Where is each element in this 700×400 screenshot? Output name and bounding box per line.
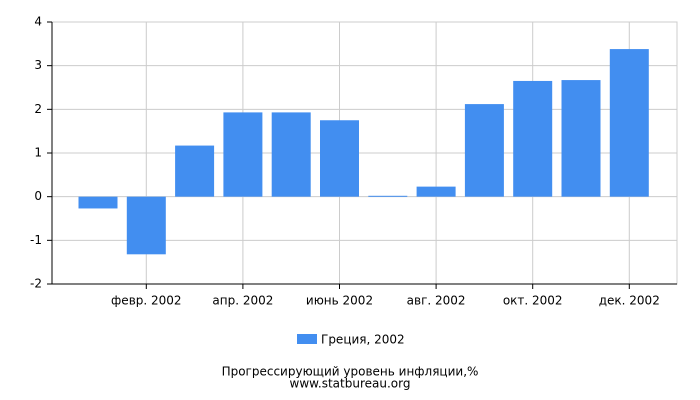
bar xyxy=(609,49,649,197)
x-tick-label: апр. 2002 xyxy=(212,294,273,308)
chart-subtitle: www.statbureau.org xyxy=(290,377,411,391)
y-tick-label: 2 xyxy=(34,102,42,116)
x-tick-label: авг. 2002 xyxy=(407,294,466,308)
bar xyxy=(513,80,553,197)
y-tick-label: -1 xyxy=(30,233,42,247)
y-tick-label: 0 xyxy=(34,189,42,203)
legend-swatch xyxy=(297,334,317,344)
x-tick-label: февр. 2002 xyxy=(111,294,182,308)
bar xyxy=(320,120,359,197)
x-tick-label: дек. 2002 xyxy=(599,294,660,308)
y-tick-label: -2 xyxy=(30,277,42,291)
x-tick-label: окт. 2002 xyxy=(503,294,563,308)
bar xyxy=(561,80,601,197)
bar xyxy=(175,145,215,197)
bar xyxy=(126,196,166,255)
bar xyxy=(223,112,263,197)
bar xyxy=(464,104,504,197)
x-tick-label: июнь 2002 xyxy=(306,294,373,308)
bar xyxy=(416,186,456,197)
bar xyxy=(78,196,118,209)
y-tick-label: 4 xyxy=(34,15,42,29)
y-tick-label: 3 xyxy=(34,58,42,72)
y-tick-label: 1 xyxy=(34,146,42,160)
chart-title: Прогрессирующий уровень инфляции,% xyxy=(222,365,479,379)
legend-label: Греция, 2002 xyxy=(321,333,405,347)
bar xyxy=(271,112,311,197)
bar xyxy=(368,195,408,197)
